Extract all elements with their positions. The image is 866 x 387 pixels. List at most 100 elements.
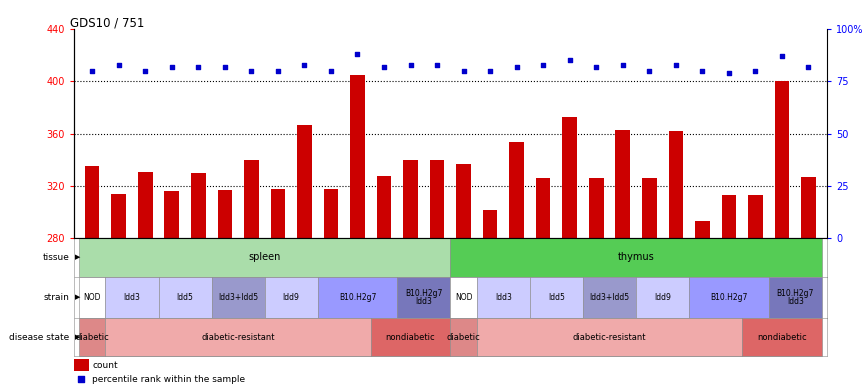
Bar <box>748 195 763 238</box>
Bar <box>536 178 551 238</box>
Bar <box>642 178 656 238</box>
Text: nondiabetic: nondiabetic <box>757 333 807 342</box>
Bar <box>450 277 477 319</box>
Text: ▶: ▶ <box>75 334 81 341</box>
Bar <box>106 319 371 356</box>
Point <box>483 68 497 74</box>
Text: diabetic-resistant: diabetic-resistant <box>201 333 275 342</box>
Bar <box>589 178 604 238</box>
Bar <box>79 238 450 277</box>
Text: ▶: ▶ <box>75 255 81 260</box>
Bar <box>211 277 265 319</box>
Point <box>430 62 444 68</box>
Text: B10.H2g7
ldd3: B10.H2g7 ldd3 <box>777 289 814 306</box>
Bar <box>371 319 450 356</box>
Bar <box>530 277 583 319</box>
Bar <box>742 319 822 356</box>
Text: ▶: ▶ <box>75 295 81 300</box>
Text: disease state: disease state <box>9 333 69 342</box>
Bar <box>695 221 709 238</box>
Text: Idd3+Idd5: Idd3+Idd5 <box>590 293 630 302</box>
Point <box>271 68 285 74</box>
Point <box>351 51 365 57</box>
Point <box>324 68 338 74</box>
Bar <box>430 160 444 238</box>
Text: strain: strain <box>43 293 69 302</box>
Bar <box>79 277 106 319</box>
Point <box>191 63 205 70</box>
Point <box>589 63 603 70</box>
Text: thymus: thymus <box>617 252 655 262</box>
Bar <box>74 359 88 371</box>
Bar <box>377 176 391 238</box>
Bar <box>191 173 205 238</box>
Bar <box>616 130 630 238</box>
Point <box>616 62 630 68</box>
Bar <box>85 166 100 238</box>
Point <box>748 68 762 74</box>
Point <box>74 376 88 382</box>
Point <box>298 62 312 68</box>
Bar <box>244 160 259 238</box>
Point <box>218 63 232 70</box>
Text: Idd9: Idd9 <box>654 293 671 302</box>
Bar <box>509 142 524 238</box>
Point <box>695 68 709 74</box>
Text: Idd9: Idd9 <box>282 293 300 302</box>
Bar <box>456 164 471 238</box>
Bar <box>689 277 769 319</box>
Bar <box>217 190 232 238</box>
Bar <box>270 189 285 238</box>
Point <box>802 63 816 70</box>
Point <box>775 53 789 59</box>
Text: Idd5: Idd5 <box>177 293 193 302</box>
Text: Idd3: Idd3 <box>124 293 140 302</box>
Bar <box>477 277 530 319</box>
Point <box>165 63 178 70</box>
Text: diabetic-resistant: diabetic-resistant <box>572 333 646 342</box>
Point <box>643 68 656 74</box>
Bar <box>774 81 789 238</box>
Point <box>377 63 391 70</box>
Bar <box>297 125 312 238</box>
Bar <box>483 210 497 238</box>
Bar <box>404 160 417 238</box>
Text: nondiabetic: nondiabetic <box>385 333 436 342</box>
Bar <box>318 277 397 319</box>
Text: percentile rank within the sample: percentile rank within the sample <box>93 375 246 384</box>
Point <box>139 68 152 74</box>
Text: diabetic: diabetic <box>75 333 109 342</box>
Text: B10.H2g7
ldd3: B10.H2g7 ldd3 <box>405 289 443 306</box>
Point <box>404 62 417 68</box>
Text: B10.H2g7: B10.H2g7 <box>339 293 376 302</box>
Bar <box>450 319 477 356</box>
Point <box>510 63 524 70</box>
Point <box>244 68 258 74</box>
Bar <box>562 117 577 238</box>
Bar <box>324 189 339 238</box>
Point <box>563 57 577 63</box>
Bar <box>138 172 152 238</box>
Point <box>456 68 470 74</box>
Text: NOD: NOD <box>83 293 101 302</box>
Text: GDS10 / 751: GDS10 / 751 <box>70 16 145 29</box>
Bar <box>158 277 211 319</box>
Bar <box>265 277 318 319</box>
Point <box>85 68 99 74</box>
Bar <box>583 277 636 319</box>
Bar <box>350 75 365 238</box>
Bar <box>801 177 816 238</box>
Bar <box>477 319 742 356</box>
Text: NOD: NOD <box>455 293 472 302</box>
Text: Idd3+Idd5: Idd3+Idd5 <box>218 293 258 302</box>
Point <box>669 62 682 68</box>
Point <box>536 62 550 68</box>
Point <box>112 62 126 68</box>
Bar <box>769 277 822 319</box>
Text: Idd5: Idd5 <box>548 293 565 302</box>
Text: tissue: tissue <box>42 253 69 262</box>
Text: diabetic: diabetic <box>447 333 481 342</box>
Bar <box>636 277 689 319</box>
Text: spleen: spleen <box>249 252 281 262</box>
Bar <box>450 238 822 277</box>
